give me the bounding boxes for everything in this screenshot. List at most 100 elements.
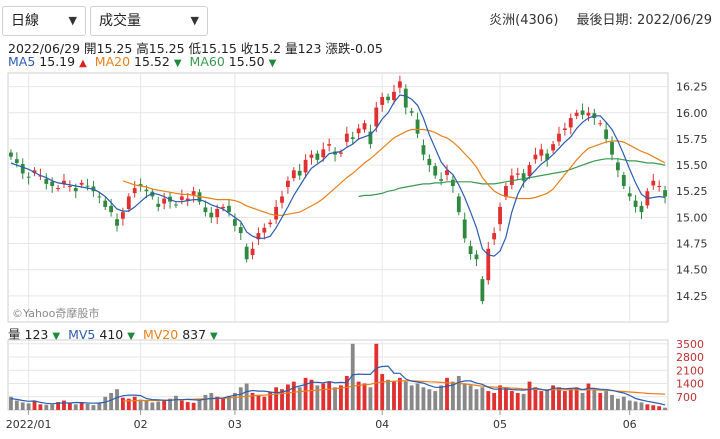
volume-bar (215, 396, 220, 410)
candle (562, 128, 567, 131)
volume-bar (433, 391, 438, 410)
candle (138, 184, 143, 186)
candle (56, 188, 61, 190)
candle (256, 233, 261, 240)
candle (162, 198, 167, 204)
candle (227, 205, 231, 213)
volume-bar (85, 403, 90, 410)
candle (450, 179, 455, 186)
volume-bar (203, 394, 208, 410)
candle (439, 179, 444, 181)
volume-bar (20, 402, 25, 410)
ma-legend: MA5 15.19 ▲ MA20 15.52 ▼ MA60 15.50 ▼ (8, 54, 284, 69)
volume-bar (262, 396, 267, 410)
candle (327, 144, 332, 146)
volume-bar (539, 391, 544, 410)
volume-bar (91, 405, 96, 410)
volume-bar (627, 400, 632, 410)
volume-bar (568, 389, 573, 410)
x-tick-label: 2022/01 (6, 418, 52, 431)
candle (386, 96, 391, 101)
candle (9, 152, 13, 157)
volume-bar (403, 381, 408, 410)
volume-legend-label: MV20 (142, 327, 179, 342)
volume-bar (274, 387, 279, 410)
volume-bar (356, 381, 361, 410)
volume-bar (67, 403, 72, 410)
candle (610, 142, 614, 155)
candle (97, 196, 102, 198)
volume-legend-value: 837 (182, 327, 207, 342)
volume-bar (138, 399, 143, 410)
volume-tick-label: 1400 (676, 378, 704, 391)
candle (627, 193, 632, 197)
price-tick-label: 15.50 (676, 159, 708, 172)
indicator-select[interactable]: 成交量 ▼ (90, 6, 208, 36)
candle (215, 209, 220, 218)
ma5-line (10, 94, 666, 257)
volume-bar (315, 385, 320, 410)
volume-bar (545, 389, 550, 410)
volume-bar (621, 396, 626, 410)
volume-bar (533, 387, 538, 410)
volume-bar (144, 400, 149, 410)
candle (557, 133, 561, 142)
volume-legend: 量 123 ▼ MV5 410 ▼ MV20 837 ▼ (8, 324, 226, 343)
candle (32, 170, 37, 174)
candle (486, 248, 491, 281)
candle (309, 154, 314, 158)
candle (409, 111, 414, 113)
volume-bar (333, 387, 337, 410)
candle (26, 176, 31, 178)
ma-label: MA60 (189, 54, 225, 69)
candle (321, 149, 326, 158)
last-date: 最後日期: 2022/06/29 (576, 13, 712, 28)
volume-bar (651, 405, 656, 410)
volume-bar (409, 385, 414, 410)
volume-bar (309, 379, 314, 410)
period-select[interactable]: 日線 ▼ (2, 6, 86, 36)
volume-bar (268, 392, 273, 410)
volume-bar (468, 385, 473, 410)
volume-bar (633, 401, 638, 410)
candle (79, 182, 84, 185)
volume-bar (509, 391, 514, 410)
candle (456, 196, 461, 213)
volume-bar (657, 406, 662, 410)
candle (350, 137, 355, 139)
volume-bar (132, 396, 137, 410)
volume-bar (445, 377, 449, 410)
volume-bar (73, 404, 78, 410)
candle (445, 170, 449, 176)
candle (344, 133, 349, 142)
volume-bar (397, 377, 402, 410)
arrow-down-icon: ▼ (127, 331, 135, 342)
arrow-down-icon: ▼ (210, 331, 218, 342)
candle (574, 112, 579, 116)
volume-bar (521, 393, 526, 410)
candle (85, 185, 90, 187)
arrow-down-icon: ▼ (268, 58, 277, 69)
x-tick-label: 05 (493, 418, 507, 431)
volume-bar (197, 399, 202, 410)
volume-bar (120, 397, 125, 410)
volume-bar (327, 381, 332, 410)
candle (539, 149, 544, 156)
volume-bar (344, 375, 349, 410)
candle (415, 119, 420, 134)
volume-bar (515, 392, 520, 410)
volume-bar (44, 404, 49, 410)
volume-bar (557, 387, 561, 410)
header-info: 炎洲(4306) 最後日期: 2022/06/29 (475, 9, 712, 28)
candle (203, 207, 208, 213)
x-tick-label: 03 (228, 418, 242, 431)
candle (174, 204, 178, 206)
candle (232, 219, 237, 226)
volume-bar (498, 385, 502, 410)
candle (639, 205, 644, 213)
volume-bar (185, 402, 190, 410)
price-panel-frame (7, 72, 669, 323)
volume-tick-label: 700 (676, 391, 697, 404)
ma-label: MA20 (94, 54, 131, 69)
candle (533, 154, 538, 160)
